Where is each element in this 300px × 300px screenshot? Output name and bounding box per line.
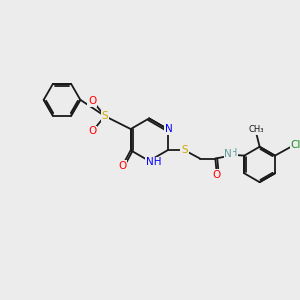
Text: CH₃: CH₃	[248, 125, 264, 134]
Text: S: S	[181, 145, 188, 155]
Text: O: O	[213, 170, 221, 180]
Text: O: O	[118, 160, 127, 171]
Text: NH: NH	[146, 158, 161, 167]
Text: S: S	[101, 111, 108, 121]
Text: N: N	[165, 124, 173, 134]
Text: N: N	[224, 148, 232, 158]
Text: O: O	[88, 126, 97, 136]
Text: Cl: Cl	[290, 140, 300, 150]
Text: O: O	[88, 96, 97, 106]
Text: H: H	[230, 148, 237, 158]
